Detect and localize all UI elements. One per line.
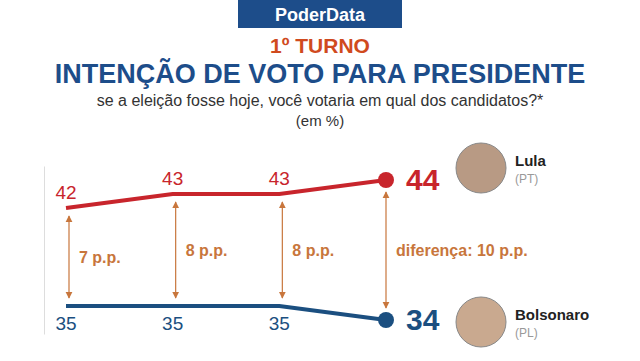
series-line bbox=[66, 306, 386, 320]
chart: PoderData 1º TURNOINTENÇÃO DE VOTO PARA P… bbox=[0, 0, 640, 361]
data-label: 34 bbox=[406, 303, 440, 336]
subtitle: se a eleição fosse hoje, você votaria em… bbox=[97, 92, 544, 109]
data-label: 43 bbox=[269, 168, 290, 189]
header-box bbox=[238, 0, 402, 28]
end-point bbox=[378, 172, 394, 188]
data-label: 35 bbox=[269, 313, 290, 334]
y-label: (em %) bbox=[296, 112, 344, 129]
portrait bbox=[456, 143, 506, 193]
source: PoderData bbox=[275, 5, 366, 25]
legend-party: (PT) bbox=[515, 172, 538, 186]
y-axis-line bbox=[44, 167, 45, 335]
legend-name: Lula bbox=[515, 152, 546, 169]
data-label: 44 bbox=[406, 163, 440, 196]
end-point bbox=[378, 312, 394, 328]
legend: Lula (PT) Bolsonaro (PL) bbox=[456, 143, 589, 347]
round: 1º TURNO bbox=[270, 34, 370, 57]
portrait bbox=[456, 297, 506, 347]
annotation: 7 p.p. bbox=[79, 249, 121, 266]
legend-party: (PL) bbox=[515, 326, 538, 340]
annotation-arrow bbox=[385, 192, 386, 308]
title: INTENÇÃO DE VOTO PARA PRESIDENTE bbox=[55, 58, 586, 89]
series-line bbox=[66, 180, 386, 208]
annotation-arrow bbox=[175, 202, 176, 298]
y-axis bbox=[44, 167, 45, 335]
annotation: 8 p.p. bbox=[292, 242, 334, 259]
annotation-arrow bbox=[68, 216, 69, 298]
data-labels: 42 43 43 44 35 35 35 34 bbox=[55, 163, 439, 336]
data-label: 43 bbox=[162, 168, 183, 189]
data-label: 35 bbox=[162, 313, 183, 334]
annotation-arrow bbox=[282, 202, 283, 298]
annotations: 7 p.p. 8 p.p. 8 p.p. diferença: 10 p.p. bbox=[69, 192, 528, 308]
plot-area bbox=[66, 172, 394, 328]
annotation: 8 p.p. bbox=[186, 242, 228, 259]
data-label: 42 bbox=[55, 182, 76, 203]
legend-name: Bolsonaro bbox=[515, 306, 589, 323]
annotation: diferença: 10 p.p. bbox=[396, 242, 528, 259]
data-label: 35 bbox=[55, 313, 76, 334]
